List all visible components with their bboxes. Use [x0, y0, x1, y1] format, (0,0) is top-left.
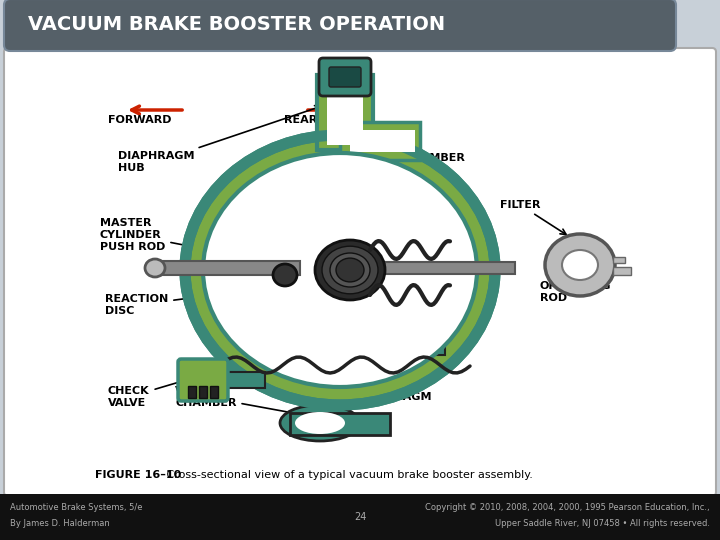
- Bar: [290, 413, 390, 435]
- Bar: [155, 261, 300, 275]
- Text: OPERATING
ROD: OPERATING ROD: [540, 274, 611, 303]
- FancyBboxPatch shape: [414, 216, 447, 324]
- Bar: [0, 494, 720, 540]
- Bar: [613, 257, 625, 263]
- Ellipse shape: [273, 264, 297, 286]
- Text: REARWARD: REARWARD: [284, 115, 356, 125]
- FancyBboxPatch shape: [4, 48, 716, 496]
- Bar: [225, 372, 265, 388]
- Text: Cross-sectional view of a typical vacuum brake booster assembly.: Cross-sectional view of a typical vacuum…: [163, 470, 533, 480]
- Bar: [199, 386, 207, 398]
- Text: Upper Saddle River, NJ 07458 • All rights reserved.: Upper Saddle River, NJ 07458 • All right…: [495, 519, 710, 529]
- Bar: [327, 80, 363, 145]
- Bar: [188, 386, 196, 398]
- Text: By James D. Halderman: By James D. Halderman: [10, 519, 109, 529]
- Text: VALVE HOUSING: VALVE HOUSING: [370, 210, 470, 231]
- Text: 24: 24: [354, 512, 366, 522]
- Ellipse shape: [545, 234, 615, 296]
- Ellipse shape: [185, 135, 495, 405]
- Text: MASTER
CYLINDER
PUSH ROD: MASTER CYLINDER PUSH ROD: [100, 218, 246, 259]
- Bar: [340, 122, 420, 160]
- Ellipse shape: [562, 250, 598, 280]
- Text: POPPET ASSEMBLY: POPPET ASSEMBLY: [368, 296, 485, 327]
- FancyBboxPatch shape: [405, 207, 456, 333]
- Ellipse shape: [330, 253, 370, 287]
- FancyBboxPatch shape: [329, 67, 361, 87]
- Bar: [385, 262, 515, 274]
- Text: FIGURE 16–10: FIGURE 16–10: [95, 470, 181, 480]
- Text: VACUUM
CHAMBER: VACUUM CHAMBER: [175, 386, 310, 418]
- Ellipse shape: [295, 412, 345, 434]
- Text: REACTION
DISC: REACTION DISC: [105, 284, 285, 316]
- Ellipse shape: [145, 259, 165, 277]
- Text: FORWARD: FORWARD: [108, 115, 172, 125]
- Bar: [210, 386, 218, 398]
- FancyBboxPatch shape: [4, 0, 676, 51]
- Bar: [350, 130, 415, 152]
- Text: VACUUM BRAKE BOOSTER OPERATION: VACUUM BRAKE BOOSTER OPERATION: [28, 16, 445, 35]
- Text: VALVE PLUNGER: VALVE PLUNGER: [368, 285, 469, 350]
- Text: DIAPHRAGM
HUB: DIAPHRAGM HUB: [118, 106, 320, 173]
- Text: DIAPHRAGM: DIAPHRAGM: [355, 364, 431, 402]
- Text: Automotive Brake Systems, 5/e: Automotive Brake Systems, 5/e: [10, 503, 143, 512]
- Text: ATMOSPHERIC CHAMBER: ATMOSPHERIC CHAMBER: [310, 143, 465, 163]
- FancyBboxPatch shape: [178, 359, 228, 401]
- Text: FILTER: FILTER: [500, 200, 566, 234]
- Ellipse shape: [280, 405, 360, 441]
- FancyBboxPatch shape: [319, 58, 371, 96]
- Ellipse shape: [336, 258, 364, 282]
- Text: Copyright © 2010, 2008, 2004, 2000, 1995 Pearson Education, Inc.,: Copyright © 2010, 2008, 2004, 2000, 1995…: [426, 503, 710, 512]
- Bar: [613, 267, 631, 275]
- Ellipse shape: [322, 246, 378, 294]
- Bar: [415, 320, 445, 355]
- Bar: [317, 75, 373, 150]
- Ellipse shape: [315, 240, 385, 300]
- Ellipse shape: [203, 153, 477, 387]
- Text: CHECK
VALVE: CHECK VALVE: [108, 375, 199, 408]
